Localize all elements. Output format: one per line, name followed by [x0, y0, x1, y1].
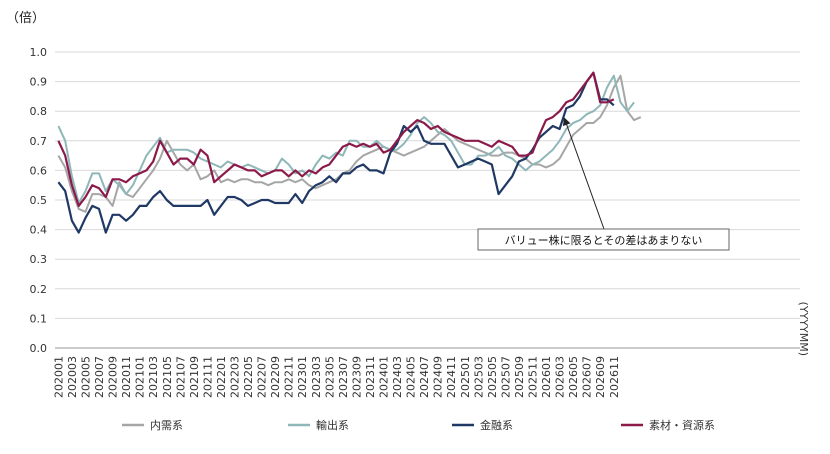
gridlines: [55, 51, 800, 349]
x-tick-label: 202601: [540, 356, 553, 398]
x-tick-label: 202107: [174, 356, 187, 398]
legend: 内需系 輸出系 金融系 素材・資源系: [122, 418, 715, 432]
x-tick-label: 202607: [581, 356, 594, 398]
y-axis-ticks: 0.0 0.1 0.2 0.3 0.4 0.5 0.6 0.7 0.8 0.9 1.0: [30, 46, 48, 355]
y-tick-label: 0.3: [30, 253, 48, 266]
x-tick-label: 202511: [526, 356, 539, 398]
y-tick-label: 0.4: [30, 224, 48, 237]
x-tick-label: 202401: [377, 356, 390, 398]
x-tick-label: 202203: [228, 356, 241, 398]
x-tick-label: 202003: [66, 356, 79, 398]
x-tick-label: 202503: [472, 356, 485, 398]
legend-label: 輸出系: [316, 418, 349, 432]
x-tick-label: 202603: [554, 356, 567, 398]
x-tick-label: 202303: [310, 356, 323, 398]
annotation-box: [477, 228, 730, 251]
series-line-2: [57, 74, 635, 204]
x-tick-label: 202301: [296, 356, 309, 398]
annotation-arrow: [562, 117, 605, 230]
y-tick-label: 0.1: [30, 312, 48, 325]
y-tick-label: 0.8: [30, 105, 48, 118]
x-tick-label: 202405: [405, 356, 418, 398]
x-axis-label: (YYYYMM): [797, 302, 810, 356]
x-tick-label: 202201: [215, 356, 228, 398]
x-tick-label: 202007: [93, 356, 106, 398]
legend-label: 金融系: [480, 418, 513, 432]
y-tick-label: 0.9: [30, 76, 48, 89]
x-tick-label: 202009: [107, 356, 120, 398]
x-tick-label: 202501: [459, 356, 472, 398]
x-tick-label: 202311: [364, 356, 377, 398]
x-tick-label: 202403: [391, 356, 404, 398]
x-tick-label: 202111: [201, 356, 214, 398]
x-tick-label: 202409: [432, 356, 445, 398]
x-tick-label: 202411: [445, 356, 458, 398]
y-tick-label: 0.0: [30, 342, 48, 355]
legend-label: 素材・資源系: [649, 418, 715, 432]
x-axis-ticks: 202001 202003 202005 202007 202009 202011 2021…: [52, 356, 620, 398]
x-tick-label: 202307: [337, 356, 350, 398]
y-tick-label: 0.7: [30, 135, 48, 148]
series-line-4: [57, 71, 615, 207]
x-tick-label: 202105: [161, 356, 174, 398]
x-tick-label: 202309: [350, 356, 363, 398]
x-tick-label: 202109: [188, 356, 201, 398]
x-tick-label: 202001: [52, 356, 65, 398]
y-tick-label: 0.6: [30, 164, 48, 177]
x-tick-label: 202609: [594, 356, 607, 398]
x-tick-label: 202005: [79, 356, 92, 398]
x-tick-label: 202101: [134, 356, 147, 398]
annotation-text: バリュー株に限るとその差はあまりない: [505, 233, 703, 247]
x-tick-label: 202207: [256, 356, 269, 398]
x-tick-label: 202209: [269, 356, 282, 398]
x-tick-label: 202507: [499, 356, 512, 398]
annotation: バリュー株に限るとその差はあまりない: [477, 117, 730, 251]
x-tick-label: 202505: [486, 356, 499, 398]
y-unit-label: （倍）: [6, 11, 45, 26]
x-tick-label: 202211: [283, 356, 296, 398]
x-tick-label: 202611: [608, 356, 621, 398]
x-tick-label: 202205: [242, 356, 255, 398]
y-tick-label: 0.2: [30, 283, 48, 296]
x-tick-label: 202103: [147, 356, 160, 398]
series-lines: [57, 71, 642, 234]
x-tick-label: 202605: [567, 356, 580, 398]
x-tick-label: 202407: [418, 356, 431, 398]
y-tick-label: 0.5: [30, 194, 48, 207]
x-tick-label: 202305: [323, 356, 336, 398]
x-tick-label: 202011: [120, 356, 133, 398]
series-line-3: [57, 71, 615, 234]
legend-label: 内需系: [150, 418, 183, 432]
series-line-1: [57, 74, 642, 213]
x-tick-label: 202509: [513, 356, 526, 398]
y-tick-label: 1.0: [30, 46, 48, 59]
